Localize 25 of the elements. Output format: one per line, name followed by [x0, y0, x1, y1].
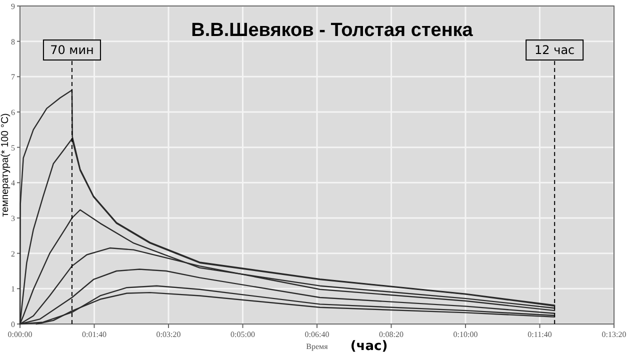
x-tick-label: 0:03:20	[156, 330, 181, 339]
x-tick-label: 0:00:00	[8, 330, 32, 339]
y-tick-label: 9	[11, 2, 15, 11]
x-tick-label: 0:11:40	[528, 330, 552, 339]
y-tick-label: 7	[11, 72, 15, 82]
text: В.В.Шевяков - Толстая стенка	[191, 20, 474, 41]
y-tick-label: 0	[11, 320, 15, 329]
y-tick-label: 8	[11, 37, 15, 46]
x-tick-label: 0:06:40	[304, 330, 330, 339]
y-tick-label: 1	[11, 284, 15, 294]
y-axis-title: температура(* 100 °C)	[0, 113, 11, 217]
ref-line-label: 12 час	[534, 43, 575, 57]
x-tick-label: 0:08:20	[379, 330, 404, 339]
y-tick-label: 4	[11, 178, 15, 188]
y-tick-label: 5	[11, 143, 15, 152]
x-tick-label: 0:13:20	[602, 330, 626, 339]
x-tick-label: 0:10:00	[453, 330, 478, 339]
x-axis-title: Время	[306, 342, 328, 351]
ref-line-label: 70 мин	[50, 43, 94, 57]
y-tick-label: 2	[11, 249, 15, 258]
x-tick-label: 0:05:00	[230, 330, 255, 339]
y-tick-label: 3	[11, 214, 15, 223]
text: (час)	[350, 339, 388, 354]
y-tick-label: 6	[11, 108, 15, 117]
x-tick-label: 0:01:40	[82, 330, 106, 339]
